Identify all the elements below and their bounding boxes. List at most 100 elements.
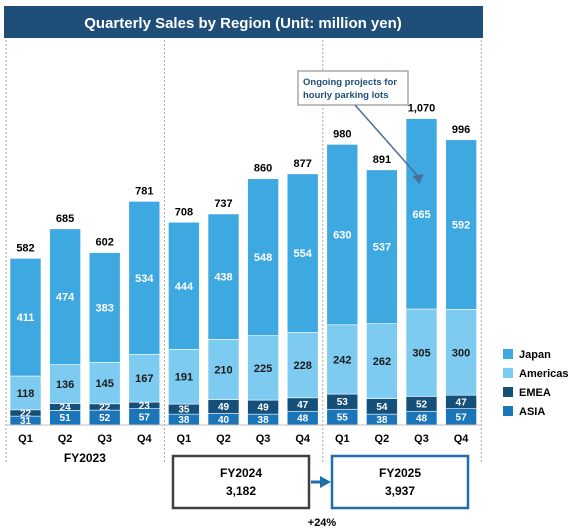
fy2025-label: FY2025 [379, 466, 421, 480]
bar-americas [49, 364, 81, 404]
growth-arrow-head [320, 476, 331, 488]
data-label-japan: 630 [333, 230, 351, 242]
data-label-americas: 262 [373, 356, 391, 368]
fiscal-year-label: FY2023 [64, 451, 106, 465]
bar-japan [207, 213, 240, 340]
data-label-asia: 40 [218, 415, 230, 426]
data-label-japan: 474 [56, 292, 75, 304]
data-label-japan: 411 [17, 312, 35, 324]
legend-swatch-asia [503, 406, 513, 416]
bar-americas [247, 335, 279, 401]
data-label-americas: 136 [56, 379, 74, 391]
data-label-asia: 57 [456, 412, 468, 423]
total-label: 996 [452, 124, 470, 136]
bar-japan [88, 252, 121, 363]
data-label-asia: 48 [416, 414, 428, 425]
x-tick-label: Q2 [58, 433, 73, 445]
data-label-americas: 167 [135, 373, 153, 385]
bar-japan [49, 228, 81, 365]
fy2024-box [171, 454, 311, 510]
bar-japan [366, 169, 398, 324]
data-label-emea: 53 [337, 397, 349, 408]
total-label: 685 [56, 213, 74, 225]
bar-japan [326, 144, 359, 326]
annotation-pointer-head [412, 174, 424, 184]
data-label-emea: 52 [416, 399, 428, 410]
total-label: 602 [96, 237, 114, 249]
data-label-americas: 228 [294, 360, 312, 372]
x-tick-label: Q4 [454, 433, 470, 445]
data-label-americas: 210 [214, 364, 232, 376]
x-tick-label: Q1 [335, 433, 350, 445]
total-label: 877 [294, 158, 312, 170]
annotation-text: hourly parking lots [303, 90, 389, 101]
legend-swatch-americas [503, 368, 513, 378]
annotation-text: Ongoing projects for [303, 77, 397, 88]
bar-americas [9, 375, 42, 411]
data-label-americas: 305 [412, 348, 430, 360]
title-bar [4, 6, 483, 38]
fy2024-label: FY2024 [220, 466, 262, 480]
data-label-japan: 537 [373, 242, 391, 254]
bar-americas [207, 339, 240, 400]
data-label-emea: 22 [99, 402, 111, 413]
data-label-asia: 57 [139, 412, 151, 423]
legend-swatch-emea [503, 387, 513, 397]
data-label-japan: 592 [452, 220, 470, 232]
data-label-emea: 23 [139, 401, 151, 412]
data-label-emea: 47 [456, 397, 468, 408]
data-label-americas: 225 [254, 363, 272, 375]
x-tick-label: Q3 [97, 433, 112, 445]
data-label-japan: 554 [294, 248, 313, 260]
fy2025-value: 3,937 [385, 484, 415, 498]
bar-japan [445, 139, 477, 310]
annotation-box [297, 70, 409, 106]
x-tick-label: Q1 [177, 433, 192, 445]
bar-japan [168, 221, 200, 350]
total-label: 860 [254, 163, 272, 175]
bar-japan [405, 118, 438, 310]
data-label-emea: 47 [297, 400, 309, 411]
total-label: 737 [214, 198, 232, 210]
fy2024-value: 3,182 [226, 484, 256, 498]
data-label-emea: 24 [60, 402, 72, 413]
data-label-emea: 49 [258, 403, 270, 414]
data-label-americas: 118 [17, 388, 35, 400]
chart-title: Quarterly Sales by Region (Unit: million… [84, 15, 402, 32]
data-label-emea: 49 [218, 402, 230, 413]
data-label-americas: 191 [175, 372, 193, 384]
x-tick-label: Q2 [375, 433, 390, 445]
total-label: 980 [333, 128, 351, 140]
data-label-asia: 51 [60, 413, 72, 424]
fy2025-box [330, 454, 470, 510]
legend-swatch-japan [503, 349, 513, 359]
data-label-asia: 31 [20, 416, 32, 427]
legend-label-asia: ASIA [519, 406, 545, 418]
legend-label-americas: Americas [519, 368, 569, 380]
total-label: 582 [16, 242, 34, 254]
growth-label: +24% [308, 517, 337, 529]
total-label: 708 [175, 206, 193, 218]
bar-japan [286, 173, 319, 333]
data-label-asia: 38 [258, 415, 270, 426]
x-tick-label: Q4 [137, 433, 153, 445]
data-label-americas: 242 [333, 354, 351, 366]
bar-japan [9, 258, 42, 377]
bar-japan [247, 178, 279, 336]
data-label-asia: 38 [178, 415, 190, 426]
data-label-asia: 48 [297, 414, 309, 425]
bar-americas [168, 349, 200, 405]
total-label: 1,070 [408, 103, 436, 115]
x-tick-label: Q3 [414, 433, 429, 445]
data-label-japan: 548 [254, 252, 272, 264]
x-tick-label: Q4 [295, 433, 311, 445]
data-label-americas: 300 [452, 347, 470, 359]
data-label-emea: 35 [178, 405, 190, 416]
data-label-japan: 665 [412, 209, 430, 221]
data-label-japan: 438 [214, 272, 232, 284]
x-tick-label: Q2 [216, 433, 231, 445]
x-tick-label: Q1 [18, 433, 33, 445]
annotation-pointer [354, 104, 421, 179]
data-label-asia: 52 [99, 413, 111, 424]
